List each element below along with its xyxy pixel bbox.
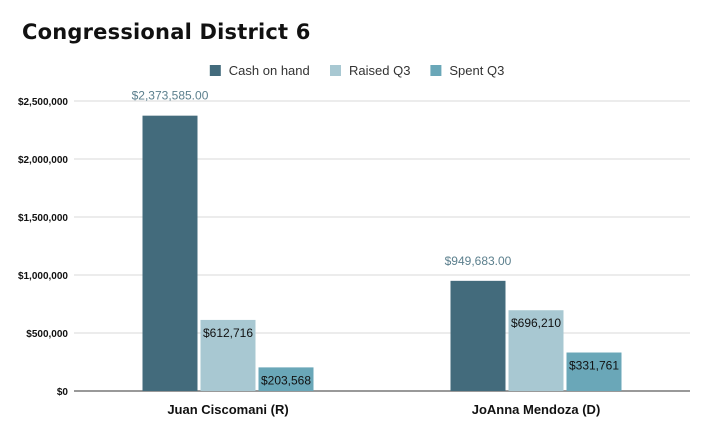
bar-1-2 <box>450 280 506 391</box>
x-category-label: Juan Ciscomani (R) <box>167 402 288 417</box>
bar-2-1 <box>200 319 256 391</box>
y-tick-label: $2,000,000 <box>18 155 68 166</box>
legend-label-2: Raised Q3 <box>349 63 410 78</box>
bar-3-1 <box>258 367 314 391</box>
y-tick-label: $1,500,000 <box>18 213 68 224</box>
data-label-2-1: $612,716 <box>203 326 253 340</box>
data-label-2-2: $696,210 <box>511 316 561 330</box>
legend-swatch-3 <box>430 65 442 76</box>
data-label-3-2: $331,761 <box>569 359 619 373</box>
bar-2-2 <box>508 310 564 391</box>
chart-title: Congressional District 6 <box>22 20 311 44</box>
legend-label-3: Spent Q3 <box>449 63 504 78</box>
legend-label-1: Cash on hand <box>229 63 310 78</box>
data-label-3-1: $203,568 <box>261 373 311 387</box>
y-tick-label: $2,500,000 <box>18 97 68 108</box>
bar-3-2 <box>566 352 622 391</box>
legend-swatch-1 <box>209 65 221 76</box>
y-tick-label: $0 <box>57 387 69 398</box>
data-label-1-2: $949,683.00 <box>445 254 512 268</box>
y-tick-label: $1,000,000 <box>18 271 68 282</box>
legend-swatch-2 <box>330 65 341 76</box>
data-label-1-1: $2,373,585.00 <box>132 89 209 103</box>
bar-1-1 <box>142 115 198 392</box>
x-category-label: JoAnna Mendoza (D) <box>472 402 601 417</box>
y-tick-label: $500,000 <box>26 329 68 340</box>
